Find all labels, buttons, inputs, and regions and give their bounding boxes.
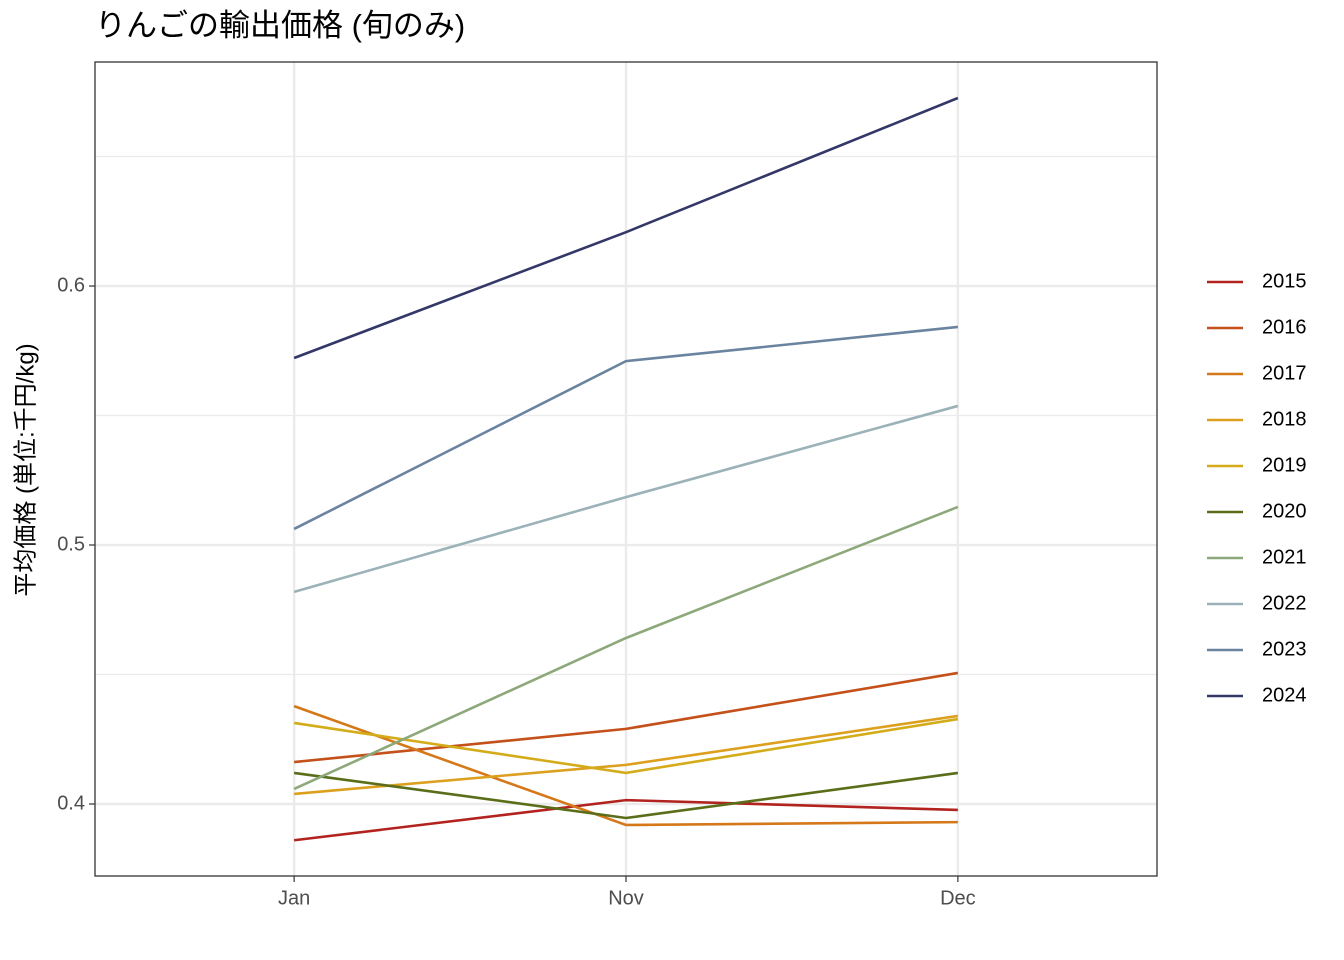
series-line [293,671,959,764]
legend-label: 2018 [1262,408,1307,430]
series-line [294,714,959,796]
legend-label: 2024 [1262,684,1307,706]
series-line [293,798,958,842]
x-tick-label: Jan [278,887,310,909]
legend-label: 2022 [1262,592,1307,614]
series-line [293,505,959,791]
legend-label: 2020 [1262,500,1307,522]
series-line [293,704,958,827]
series-line [293,771,959,820]
series-line [293,404,959,594]
y-tick-label: 0.4 [57,792,85,814]
legend-label: 2023 [1262,638,1307,660]
legend-label: 2017 [1262,362,1307,384]
legend-label: 2019 [1262,454,1307,476]
panel-border [94,61,1158,877]
legend-label: 2021 [1262,546,1307,568]
legend-label: 2015 [1262,270,1307,292]
series-line [293,96,959,360]
series-line [293,325,959,531]
x-tick-label: Nov [608,887,644,909]
y-axis-title: 平均価格 (単位:千円/kg) [12,343,39,596]
x-tick-label: Dec [940,887,976,909]
y-tick-label: 0.6 [57,274,85,296]
legend-label: 2016 [1262,316,1307,338]
chart-title: りんごの輸出価格 (旬のみ) [95,8,465,43]
y-tick-label: 0.5 [57,533,85,555]
